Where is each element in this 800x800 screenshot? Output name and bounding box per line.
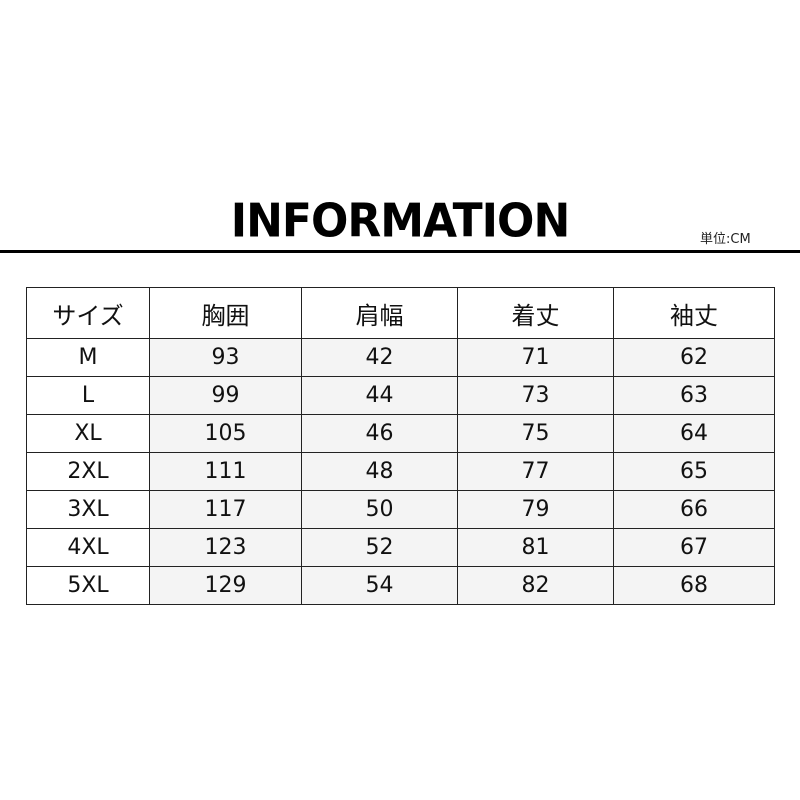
cell-size: M — [26, 338, 150, 377]
cell-size: L — [26, 376, 150, 415]
cell-sleeve: 63 — [613, 376, 775, 415]
cell-shoulder: 46 — [301, 414, 458, 453]
cell-sleeve: 65 — [613, 452, 775, 491]
divider — [0, 250, 800, 253]
cell-size: 3XL — [26, 490, 150, 529]
cell-shoulder: 42 — [301, 338, 458, 377]
cell-length: 71 — [457, 338, 614, 377]
table-row: L 99 44 73 63 — [26, 376, 775, 415]
cell-length: 81 — [457, 528, 614, 567]
cell-chest: 111 — [149, 452, 302, 491]
table-row: M 93 42 71 62 — [26, 338, 775, 377]
cell-size: 5XL — [26, 566, 150, 605]
cell-shoulder: 50 — [301, 490, 458, 529]
cell-sleeve: 62 — [613, 338, 775, 377]
cell-length: 73 — [457, 376, 614, 415]
cell-sleeve: 66 — [613, 490, 775, 529]
cell-chest: 117 — [149, 490, 302, 529]
cell-length: 82 — [457, 566, 614, 605]
header-shoulder: 肩幅 — [301, 287, 458, 339]
cell-size: 2XL — [26, 452, 150, 491]
page-title: INFORMATION — [230, 194, 571, 249]
cell-size: XL — [26, 414, 150, 453]
cell-shoulder: 44 — [301, 376, 458, 415]
table-row: XL 105 46 75 64 — [26, 414, 775, 453]
cell-chest: 105 — [149, 414, 302, 453]
table-row: 4XL 123 52 81 67 — [26, 528, 775, 567]
cell-shoulder: 48 — [301, 452, 458, 491]
cell-length: 77 — [457, 452, 614, 491]
table-row: 5XL 129 54 82 68 — [26, 566, 775, 605]
cell-sleeve: 68 — [613, 566, 775, 605]
cell-sleeve: 64 — [613, 414, 775, 453]
size-chart-table: サイズ 胸囲 肩幅 着丈 袖丈 M 93 42 71 62 L 99 44 73 63 XL 105 4… — [26, 287, 775, 605]
header-chest: 胸囲 — [149, 287, 302, 339]
cell-length: 79 — [457, 490, 614, 529]
cell-chest: 93 — [149, 338, 302, 377]
cell-chest: 123 — [149, 528, 302, 567]
cell-shoulder: 52 — [301, 528, 458, 567]
cell-chest: 129 — [149, 566, 302, 605]
cell-sleeve: 67 — [613, 528, 775, 567]
header-size: サイズ — [26, 287, 150, 339]
header-row: サイズ 胸囲 肩幅 着丈 袖丈 — [26, 287, 775, 339]
header-length: 着丈 — [457, 287, 614, 339]
cell-shoulder: 54 — [301, 566, 458, 605]
cell-length: 75 — [457, 414, 614, 453]
table-row: 3XL 117 50 79 66 — [26, 490, 775, 529]
header-sleeve: 袖丈 — [613, 287, 775, 339]
unit-label: 単位:CM — [700, 232, 751, 247]
cell-size: 4XL — [26, 528, 150, 567]
cell-chest: 99 — [149, 376, 302, 415]
table-row: 2XL 111 48 77 65 — [26, 452, 775, 491]
